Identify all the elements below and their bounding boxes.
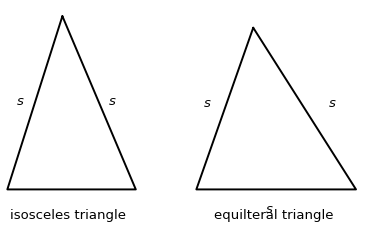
Text: s: s (204, 97, 211, 110)
Text: s: s (329, 97, 335, 110)
Text: equilteral triangle: equilteral triangle (214, 209, 333, 222)
Text: s: s (266, 203, 273, 216)
Text: isosceles triangle: isosceles triangle (10, 209, 126, 222)
Text: s: s (17, 95, 23, 108)
Text: s: s (109, 95, 115, 108)
